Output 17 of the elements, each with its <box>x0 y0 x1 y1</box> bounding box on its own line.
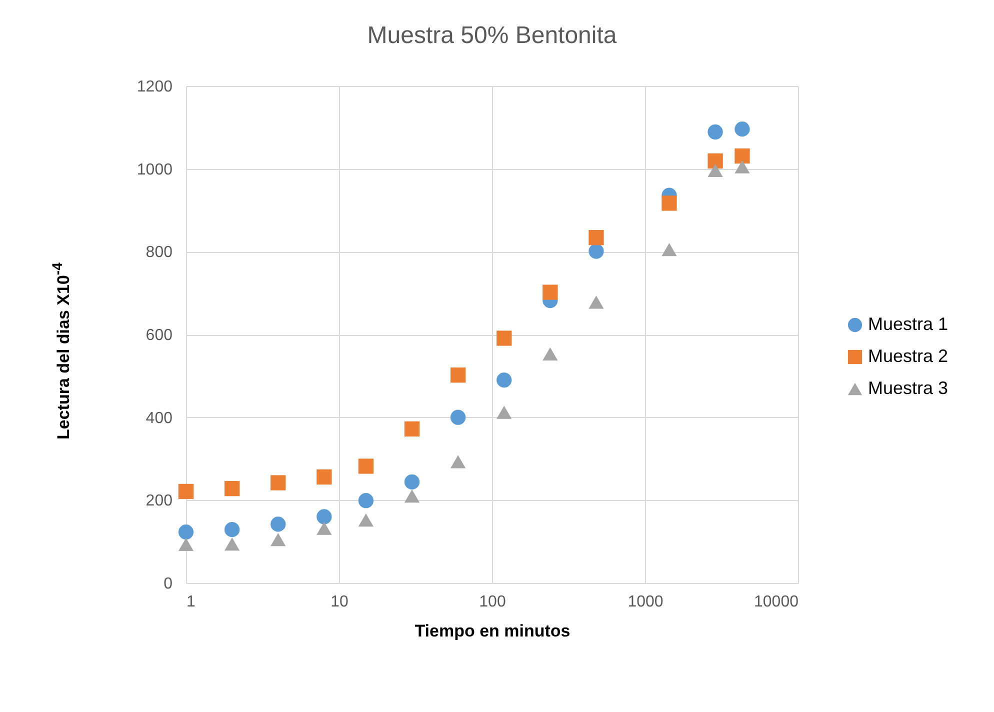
legend-label: Muestra 2 <box>868 346 948 366</box>
x-tick-label: 10000 <box>754 594 799 610</box>
y-tick-label: 600 <box>146 327 173 344</box>
x-tick-label: 10 <box>330 594 348 610</box>
x-tick-label: 1000 <box>628 594 664 610</box>
legend-label: Muestra 1 <box>868 314 948 334</box>
x-axis-title: Tiempo en minutos <box>414 622 570 640</box>
y-tick-label: 200 <box>146 492 173 510</box>
y-tick-label: 1200 <box>136 78 173 96</box>
x-tick-label: 100 <box>479 594 506 610</box>
y-tick-label: 1000 <box>136 161 173 178</box>
y-tick-label: 400 <box>146 410 173 427</box>
y-tick-label: 800 <box>146 244 173 262</box>
chart-title: Muestra 50% Bentonita <box>367 22 618 49</box>
x-tick-label: 1 <box>186 594 196 610</box>
y-tick-label: 0 <box>164 576 173 592</box>
legend-label: Muestra 3 <box>868 378 948 398</box>
